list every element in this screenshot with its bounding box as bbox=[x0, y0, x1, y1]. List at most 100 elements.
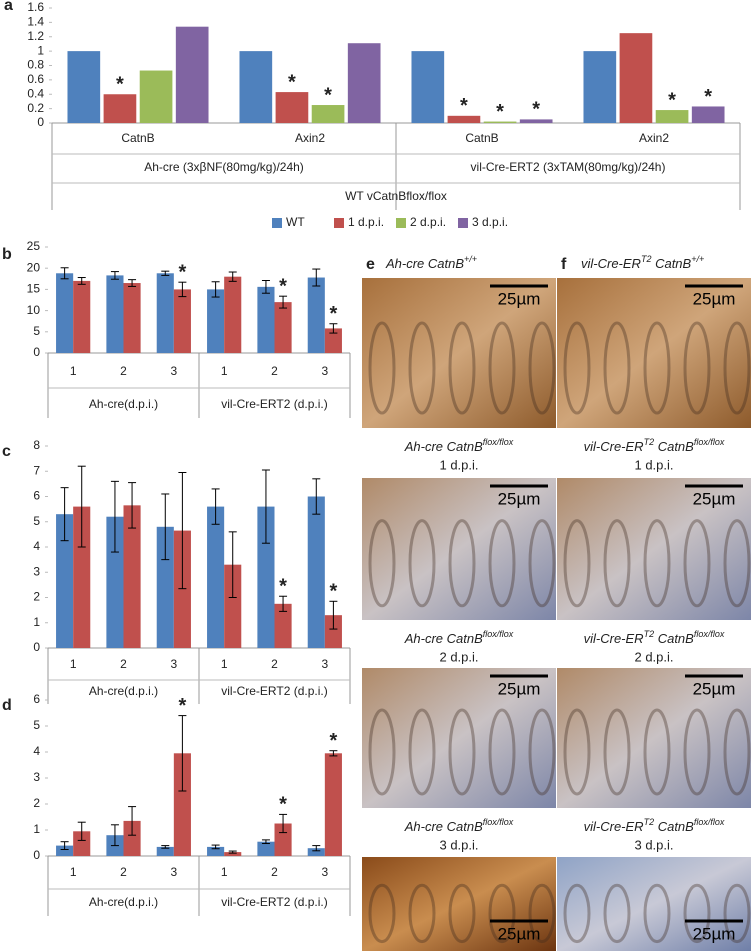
x-tick-label: 2 bbox=[271, 364, 278, 378]
group-label: Ah-cre(d.p.i.) bbox=[89, 684, 158, 698]
scale-bar-label: 25µm bbox=[693, 924, 736, 943]
scale-bar-label: 25µm bbox=[498, 489, 541, 508]
x-tick-label: 1 bbox=[70, 657, 77, 671]
micrograph-caption: vil-Cre-ERT2 CatnBflox/flox bbox=[584, 437, 725, 454]
bar bbox=[239, 51, 273, 123]
crypt bbox=[563, 708, 591, 796]
y-tick-label: 0.2 bbox=[27, 101, 44, 115]
crypt bbox=[563, 321, 591, 415]
micrograph-title-part: Ah-cre CatnB bbox=[385, 256, 464, 271]
micrograph-dpi: 3 d.p.i. bbox=[634, 837, 673, 852]
significance-mark: * bbox=[288, 71, 296, 93]
micrograph-title: Ah-cre CatnB+/+ bbox=[385, 254, 477, 271]
significance-mark: * bbox=[704, 86, 712, 108]
crypt bbox=[528, 519, 556, 608]
error-bar bbox=[128, 279, 137, 287]
y-tick-label: 4 bbox=[33, 539, 40, 553]
bar bbox=[156, 846, 174, 856]
crypt bbox=[683, 519, 711, 608]
x-tick-label: 1 bbox=[221, 364, 228, 378]
error-bar bbox=[60, 841, 69, 850]
micrograph-caption: Ah-cre CatnBflox/flox bbox=[404, 817, 514, 834]
error-bar bbox=[329, 600, 338, 630]
crypt bbox=[603, 321, 631, 415]
micrograph-caption-part: vil-Cre-ER bbox=[584, 819, 644, 834]
y-tick-label: 1.4 bbox=[27, 15, 44, 29]
error-bar bbox=[312, 268, 321, 287]
bar bbox=[139, 70, 173, 123]
error-bar bbox=[312, 845, 321, 852]
significance-mark: * bbox=[329, 303, 337, 325]
bar bbox=[257, 841, 275, 856]
crypt bbox=[528, 883, 556, 944]
error-bar bbox=[60, 487, 69, 542]
bar bbox=[274, 302, 292, 353]
micrograph-dpi: 2 d.p.i. bbox=[634, 649, 673, 664]
bar bbox=[275, 92, 309, 123]
crypt bbox=[723, 519, 751, 608]
group-label: Ah-cre(d.p.i.) bbox=[89, 895, 158, 909]
crypt bbox=[448, 519, 476, 608]
legend-label: 3 d.p.i. bbox=[472, 215, 508, 229]
micrograph-caption-part: Ah-cre CatnB bbox=[404, 631, 483, 646]
x-tick-label: 1 bbox=[70, 364, 77, 378]
group-label: vil-Cre-ERT2 (d.p.i.) bbox=[221, 397, 327, 411]
y-tick-label: 5 bbox=[33, 324, 40, 338]
group-label: vil-Cre-ERT2 (3xTAM(80mg/kg)/24h) bbox=[471, 160, 666, 174]
crypt bbox=[643, 883, 671, 944]
error-bar bbox=[128, 482, 137, 529]
bar bbox=[311, 105, 345, 123]
y-tick-label: 7 bbox=[33, 463, 40, 477]
error-bar bbox=[228, 271, 237, 282]
micrograph-caption-part: flox/flox bbox=[694, 817, 725, 827]
y-tick-label: 0 bbox=[33, 848, 40, 862]
bar bbox=[207, 846, 225, 856]
y-tick-label: 0.8 bbox=[27, 58, 44, 72]
crypt bbox=[488, 519, 516, 608]
micrograph-caption-part: vil-Cre-ER bbox=[584, 631, 644, 646]
crypt bbox=[643, 708, 671, 796]
x-tick-label: 3 bbox=[170, 657, 177, 671]
crypt bbox=[408, 321, 436, 415]
x-tick-label: 1 bbox=[221, 657, 228, 671]
x-tick-label: 3 bbox=[321, 657, 328, 671]
bar bbox=[156, 526, 174, 648]
panel-label: d bbox=[2, 697, 12, 714]
micrograph-dpi: 1 d.p.i. bbox=[439, 457, 478, 472]
scale-bar-label: 25µm bbox=[498, 289, 541, 308]
error-bar bbox=[261, 279, 270, 294]
bar bbox=[483, 121, 517, 123]
y-tick-label: 1 bbox=[33, 822, 40, 836]
y-tick-label: 10 bbox=[27, 303, 41, 317]
scale-bar-label: 25µm bbox=[498, 924, 541, 943]
bar bbox=[73, 280, 91, 353]
y-tick-label: 1 bbox=[37, 43, 44, 57]
y-tick-label: 15 bbox=[27, 282, 41, 296]
micrograph-caption: vil-Cre-ERT2 CatnBflox/flox bbox=[584, 629, 725, 646]
legend-swatch bbox=[396, 218, 406, 228]
bar bbox=[106, 275, 124, 353]
scale-bar-label: 25µm bbox=[693, 679, 736, 698]
x-tick-label: 3 bbox=[321, 364, 328, 378]
bar bbox=[123, 820, 141, 856]
crypt bbox=[603, 519, 631, 608]
error-bar bbox=[211, 488, 220, 525]
crypt bbox=[448, 883, 476, 944]
bar bbox=[257, 506, 275, 648]
crypt bbox=[563, 883, 591, 944]
significance-mark: * bbox=[329, 730, 337, 752]
micrograph-caption-part: flox/flox bbox=[483, 437, 514, 447]
panel-label: b bbox=[2, 246, 12, 263]
bar bbox=[307, 277, 325, 353]
x-tick-label: 3 bbox=[170, 364, 177, 378]
bar bbox=[207, 289, 225, 353]
error-bar bbox=[279, 295, 288, 309]
significance-mark: * bbox=[116, 74, 124, 96]
y-tick-label: 2 bbox=[33, 796, 40, 810]
crypt bbox=[723, 321, 751, 415]
micrograph bbox=[557, 857, 751, 951]
crypt bbox=[723, 708, 751, 796]
x-tick-label: 2 bbox=[120, 364, 127, 378]
legend-label: WT bbox=[286, 215, 305, 229]
legend-label: 1 d.p.i. bbox=[348, 215, 384, 229]
